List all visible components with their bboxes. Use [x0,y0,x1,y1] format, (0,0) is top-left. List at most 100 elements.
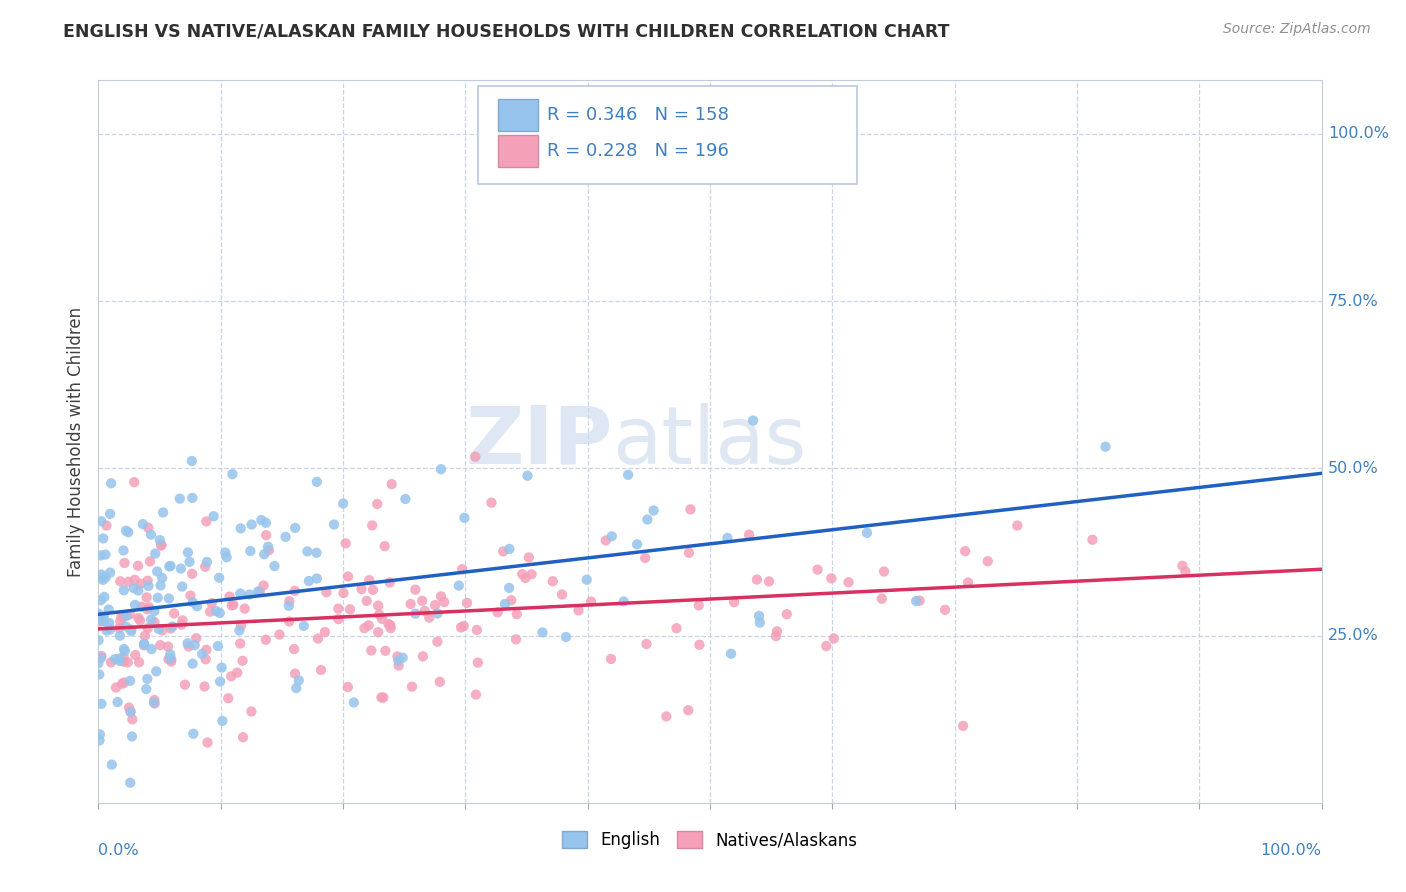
Point [110,574,132,589]
Point [139,554,162,568]
Point [107,695,129,709]
Point [688,638,710,652]
Point [150,571,173,585]
Point [91,613,114,627]
Point [305,475,328,489]
Point [337,569,360,583]
Point [127,611,149,625]
Point [194,652,217,666]
Point [413,604,436,618]
Point [90,514,112,528]
Point [146,591,169,605]
Point [149,533,172,548]
Point [977,554,1000,568]
Point [742,413,765,427]
Point [157,559,180,574]
Text: Source: ZipAtlas.com: Source: ZipAtlas.com [1223,22,1371,37]
Point [94,570,117,584]
Point [96,518,118,533]
Point [211,714,233,728]
Point [89,727,111,741]
Point [112,655,135,669]
Point [1081,533,1104,547]
Point [232,730,254,744]
Point [373,690,395,705]
Point [837,575,859,590]
Point [114,556,136,570]
Point [149,578,172,592]
Point [269,627,291,641]
Point [350,582,373,596]
Point [157,640,180,654]
Point [323,517,346,532]
Point [221,467,243,482]
Point [636,512,658,526]
Point [152,506,174,520]
Point [679,502,702,516]
Point [131,599,153,614]
Point [181,657,204,671]
Point [136,574,159,588]
Point [229,618,252,632]
Point [100,476,122,491]
Point [124,598,146,612]
Point [120,705,142,719]
Point [132,517,155,532]
Point [229,586,252,600]
Point [374,644,396,658]
Point [467,656,489,670]
Point [233,601,256,615]
Point [494,597,516,611]
Point [145,665,167,679]
Point [423,598,446,612]
Point [343,696,366,710]
Point [678,546,700,560]
Point [228,624,250,638]
Point [170,561,193,575]
Point [124,648,146,662]
Point [108,654,131,668]
Point [238,587,260,601]
Point [143,604,166,618]
Point [162,619,184,633]
Point [135,591,157,605]
Point [160,655,183,669]
Point [520,567,543,582]
Point [181,566,204,581]
Point [360,643,382,657]
Point [179,555,201,569]
Point [263,559,285,574]
Point [195,642,218,657]
Point [117,656,139,670]
Point [191,647,214,661]
Point [643,503,665,517]
Point [90,593,112,607]
Point [139,527,162,541]
Point [120,705,142,719]
Point [180,454,202,468]
Point [249,584,271,599]
Point [90,614,112,628]
Point [143,615,166,629]
Point [177,545,200,559]
Point [388,658,411,673]
Point [87,633,110,648]
Point [356,594,378,608]
Point [97,602,120,616]
Point [239,544,262,558]
Point [284,666,307,681]
Point [127,558,149,573]
Point [117,574,139,589]
Point [229,521,252,535]
Point [766,624,789,639]
Point [150,538,173,552]
Point [128,655,150,669]
Point [516,468,538,483]
Point [278,594,301,608]
Point [132,637,155,651]
Point [361,518,384,533]
Point [404,582,426,597]
Point [636,637,658,651]
Point [1094,440,1116,454]
Point [205,604,228,618]
